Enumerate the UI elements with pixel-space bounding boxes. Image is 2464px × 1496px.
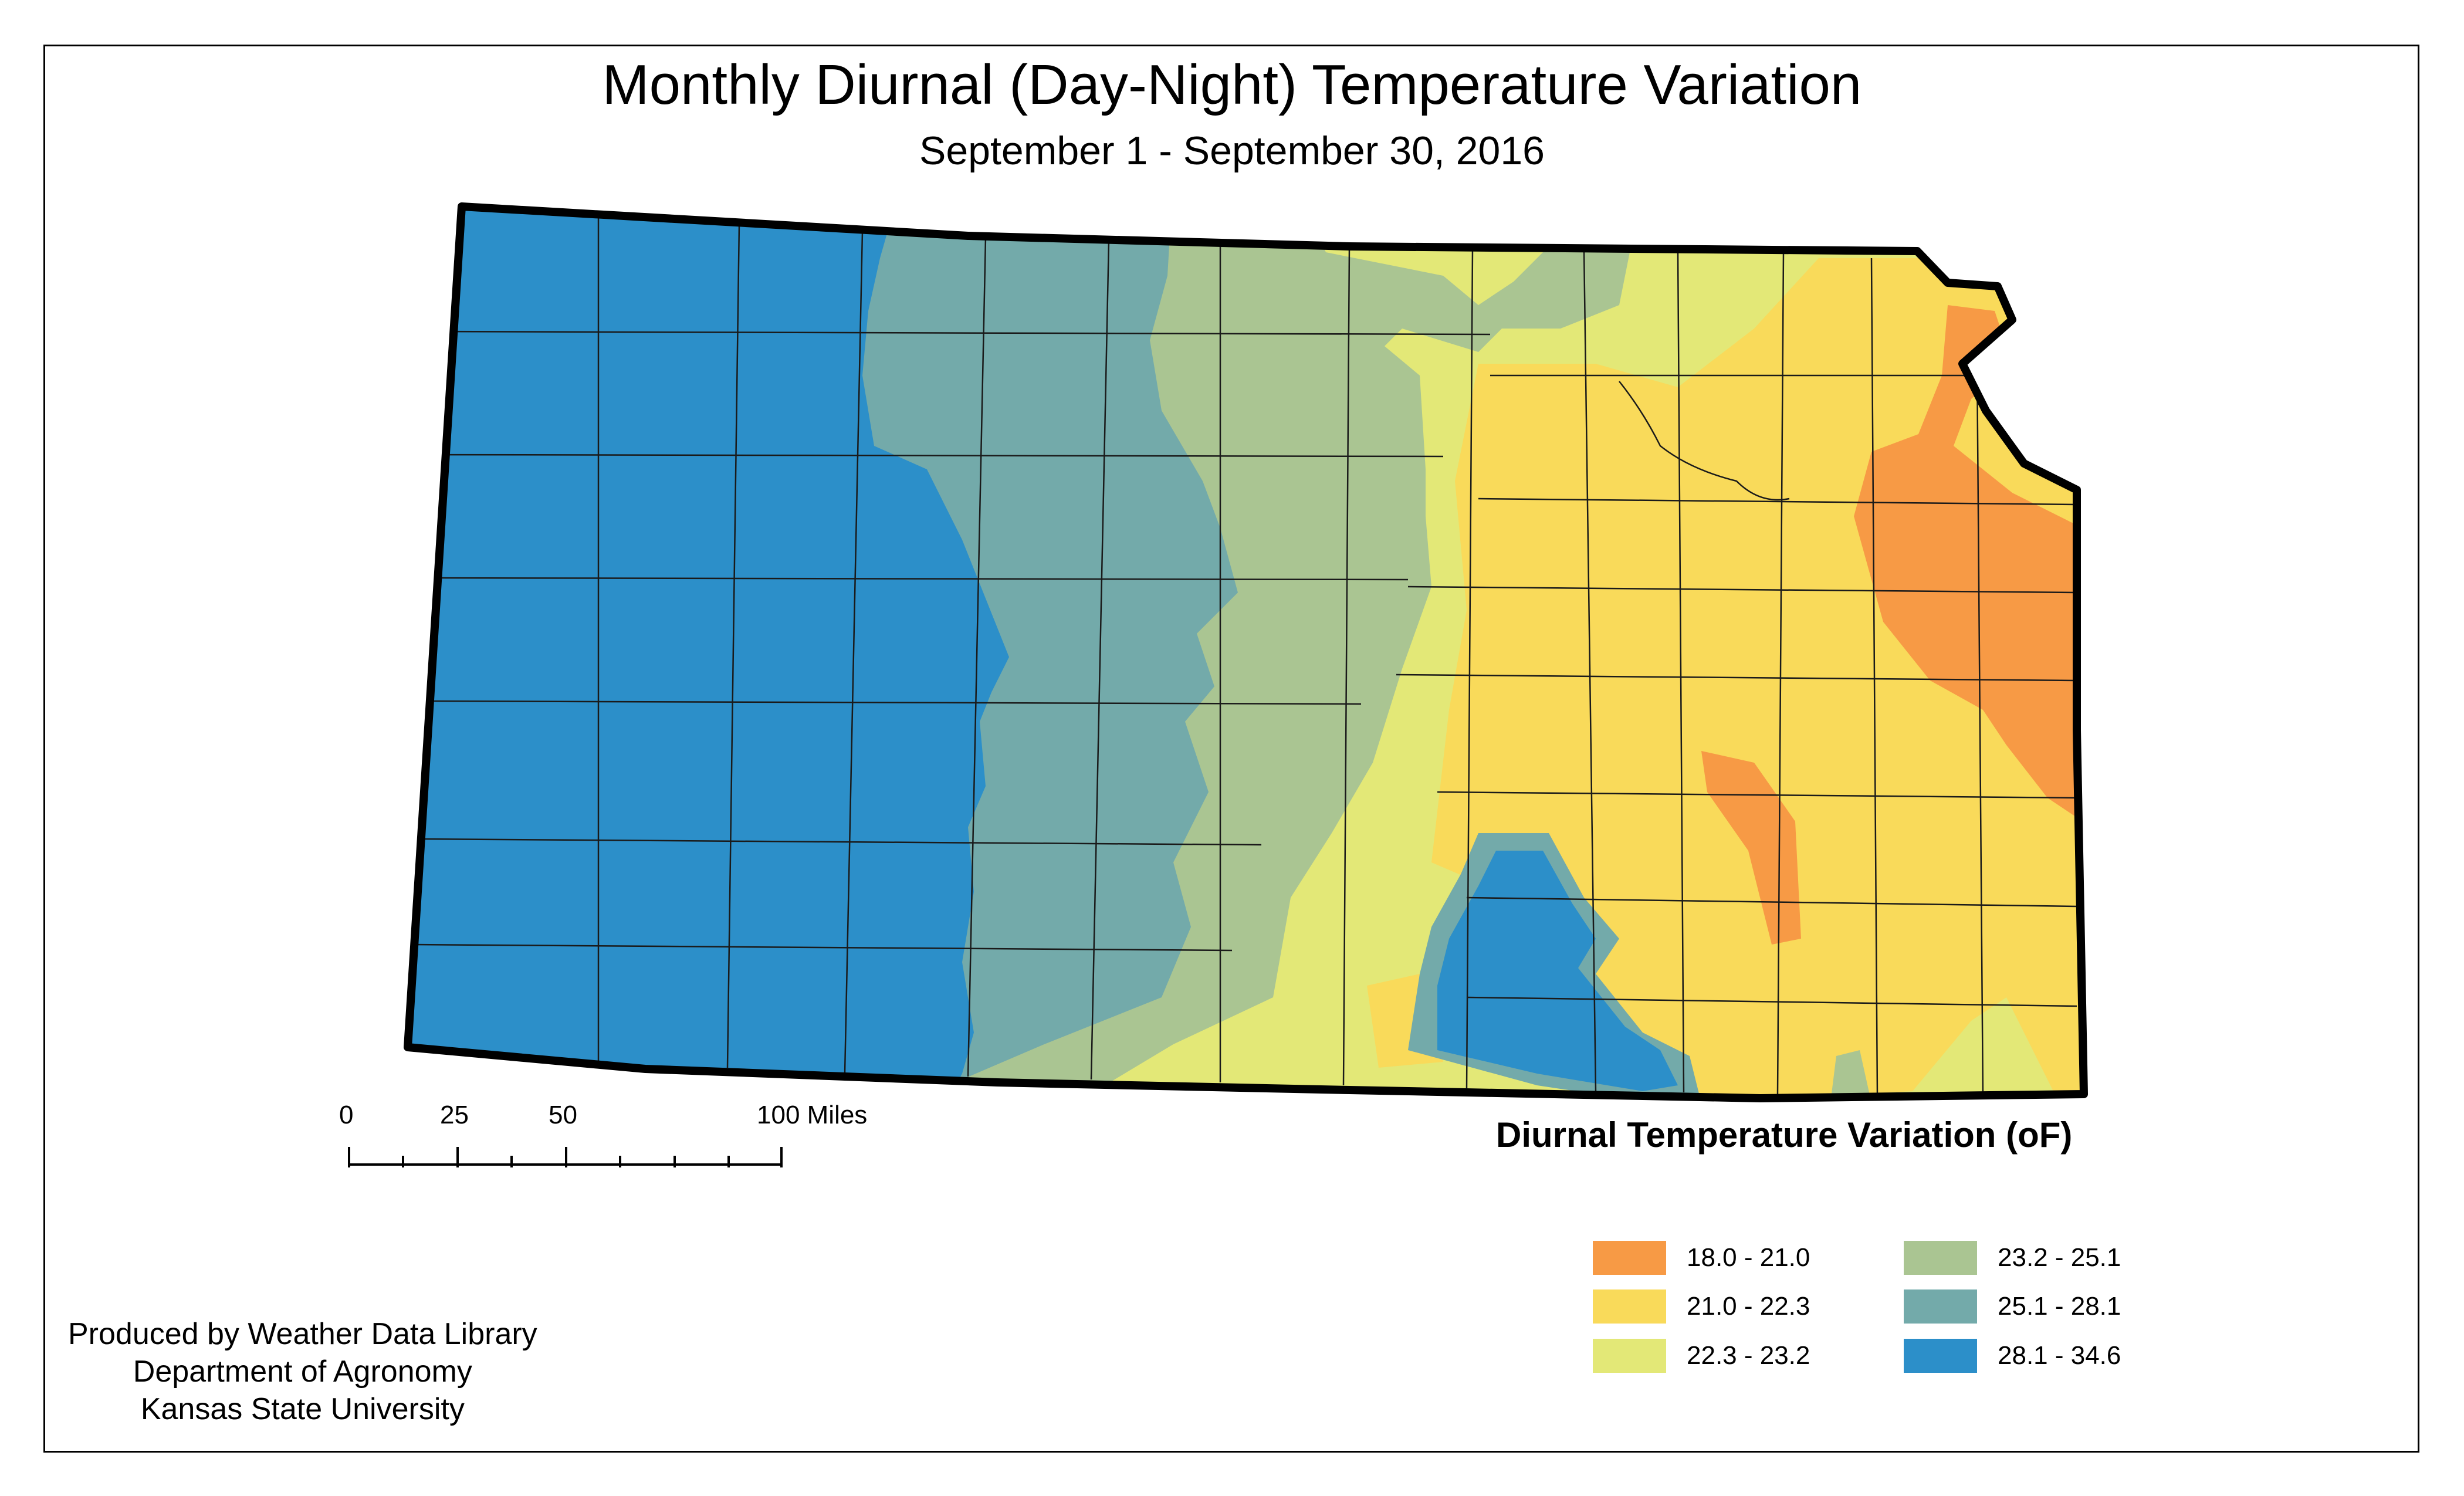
zone-18-0-21-0 bbox=[1854, 305, 2083, 821]
legend-label: 23.2 - 25.1 bbox=[1998, 1243, 2121, 1272]
legend-label: 21.0 - 22.3 bbox=[1687, 1292, 1810, 1321]
credits: Produced by Weather Data Library Departm… bbox=[68, 1315, 537, 1428]
scale-bar bbox=[348, 1147, 783, 1167]
legend-item: 21.0 - 22.3 bbox=[1593, 1289, 1810, 1324]
legend-swatch bbox=[1593, 1339, 1666, 1373]
legend-label: 28.1 - 34.6 bbox=[1998, 1341, 2121, 1370]
scale-label-50: 50 bbox=[549, 1101, 577, 1129]
credits-line: Kansas State University bbox=[140, 1392, 465, 1426]
legend-swatch bbox=[1593, 1241, 1666, 1275]
map-frame bbox=[43, 45, 2419, 1453]
scale-label-25: 25 bbox=[440, 1101, 469, 1129]
legend-item: 28.1 - 34.6 bbox=[1904, 1339, 2121, 1373]
credits-line: Department of Agronomy bbox=[133, 1355, 472, 1389]
legend-title: Diurnal Temperature Variation (oF) bbox=[1496, 1115, 2073, 1155]
scale-label-0: 0 bbox=[339, 1101, 354, 1129]
zone-18-0-21-0-band bbox=[1701, 751, 1801, 945]
zone-28-1-34-6-pocket bbox=[1437, 851, 1678, 1091]
legend-swatch bbox=[1904, 1339, 1977, 1373]
legend-swatch bbox=[1904, 1289, 1977, 1324]
legend-swatch bbox=[1593, 1289, 1666, 1324]
scale-label-100-miles: 100 Miles bbox=[757, 1101, 868, 1129]
map-subtitle: September 1 - September 30, 2016 bbox=[919, 128, 1545, 173]
temperature-zones bbox=[408, 207, 2084, 1098]
legend-item: 25.1 - 28.1 bbox=[1904, 1289, 2121, 1324]
legend-item: 22.3 - 23.2 bbox=[1593, 1339, 1810, 1373]
legend-label: 18.0 - 21.0 bbox=[1687, 1243, 1810, 1272]
map-title: Monthly Diurnal (Day-Night) Temperature … bbox=[602, 53, 1862, 116]
zone-28-1-34-6 bbox=[408, 207, 1009, 1098]
legend-item: 23.2 - 25.1 bbox=[1904, 1241, 2121, 1275]
credits-line: Produced by Weather Data Library bbox=[68, 1317, 537, 1351]
zone-23-2-25-1-patch bbox=[1830, 1050, 1871, 1098]
county-lines bbox=[410, 217, 2077, 1098]
legend-item: 18.0 - 21.0 bbox=[1593, 1241, 1810, 1275]
legend-swatch bbox=[1904, 1241, 1977, 1275]
legend-label: 25.1 - 28.1 bbox=[1998, 1292, 2121, 1321]
kansas-outline bbox=[404, 202, 2088, 1102]
legend-label: 22.3 - 23.2 bbox=[1687, 1341, 1810, 1370]
